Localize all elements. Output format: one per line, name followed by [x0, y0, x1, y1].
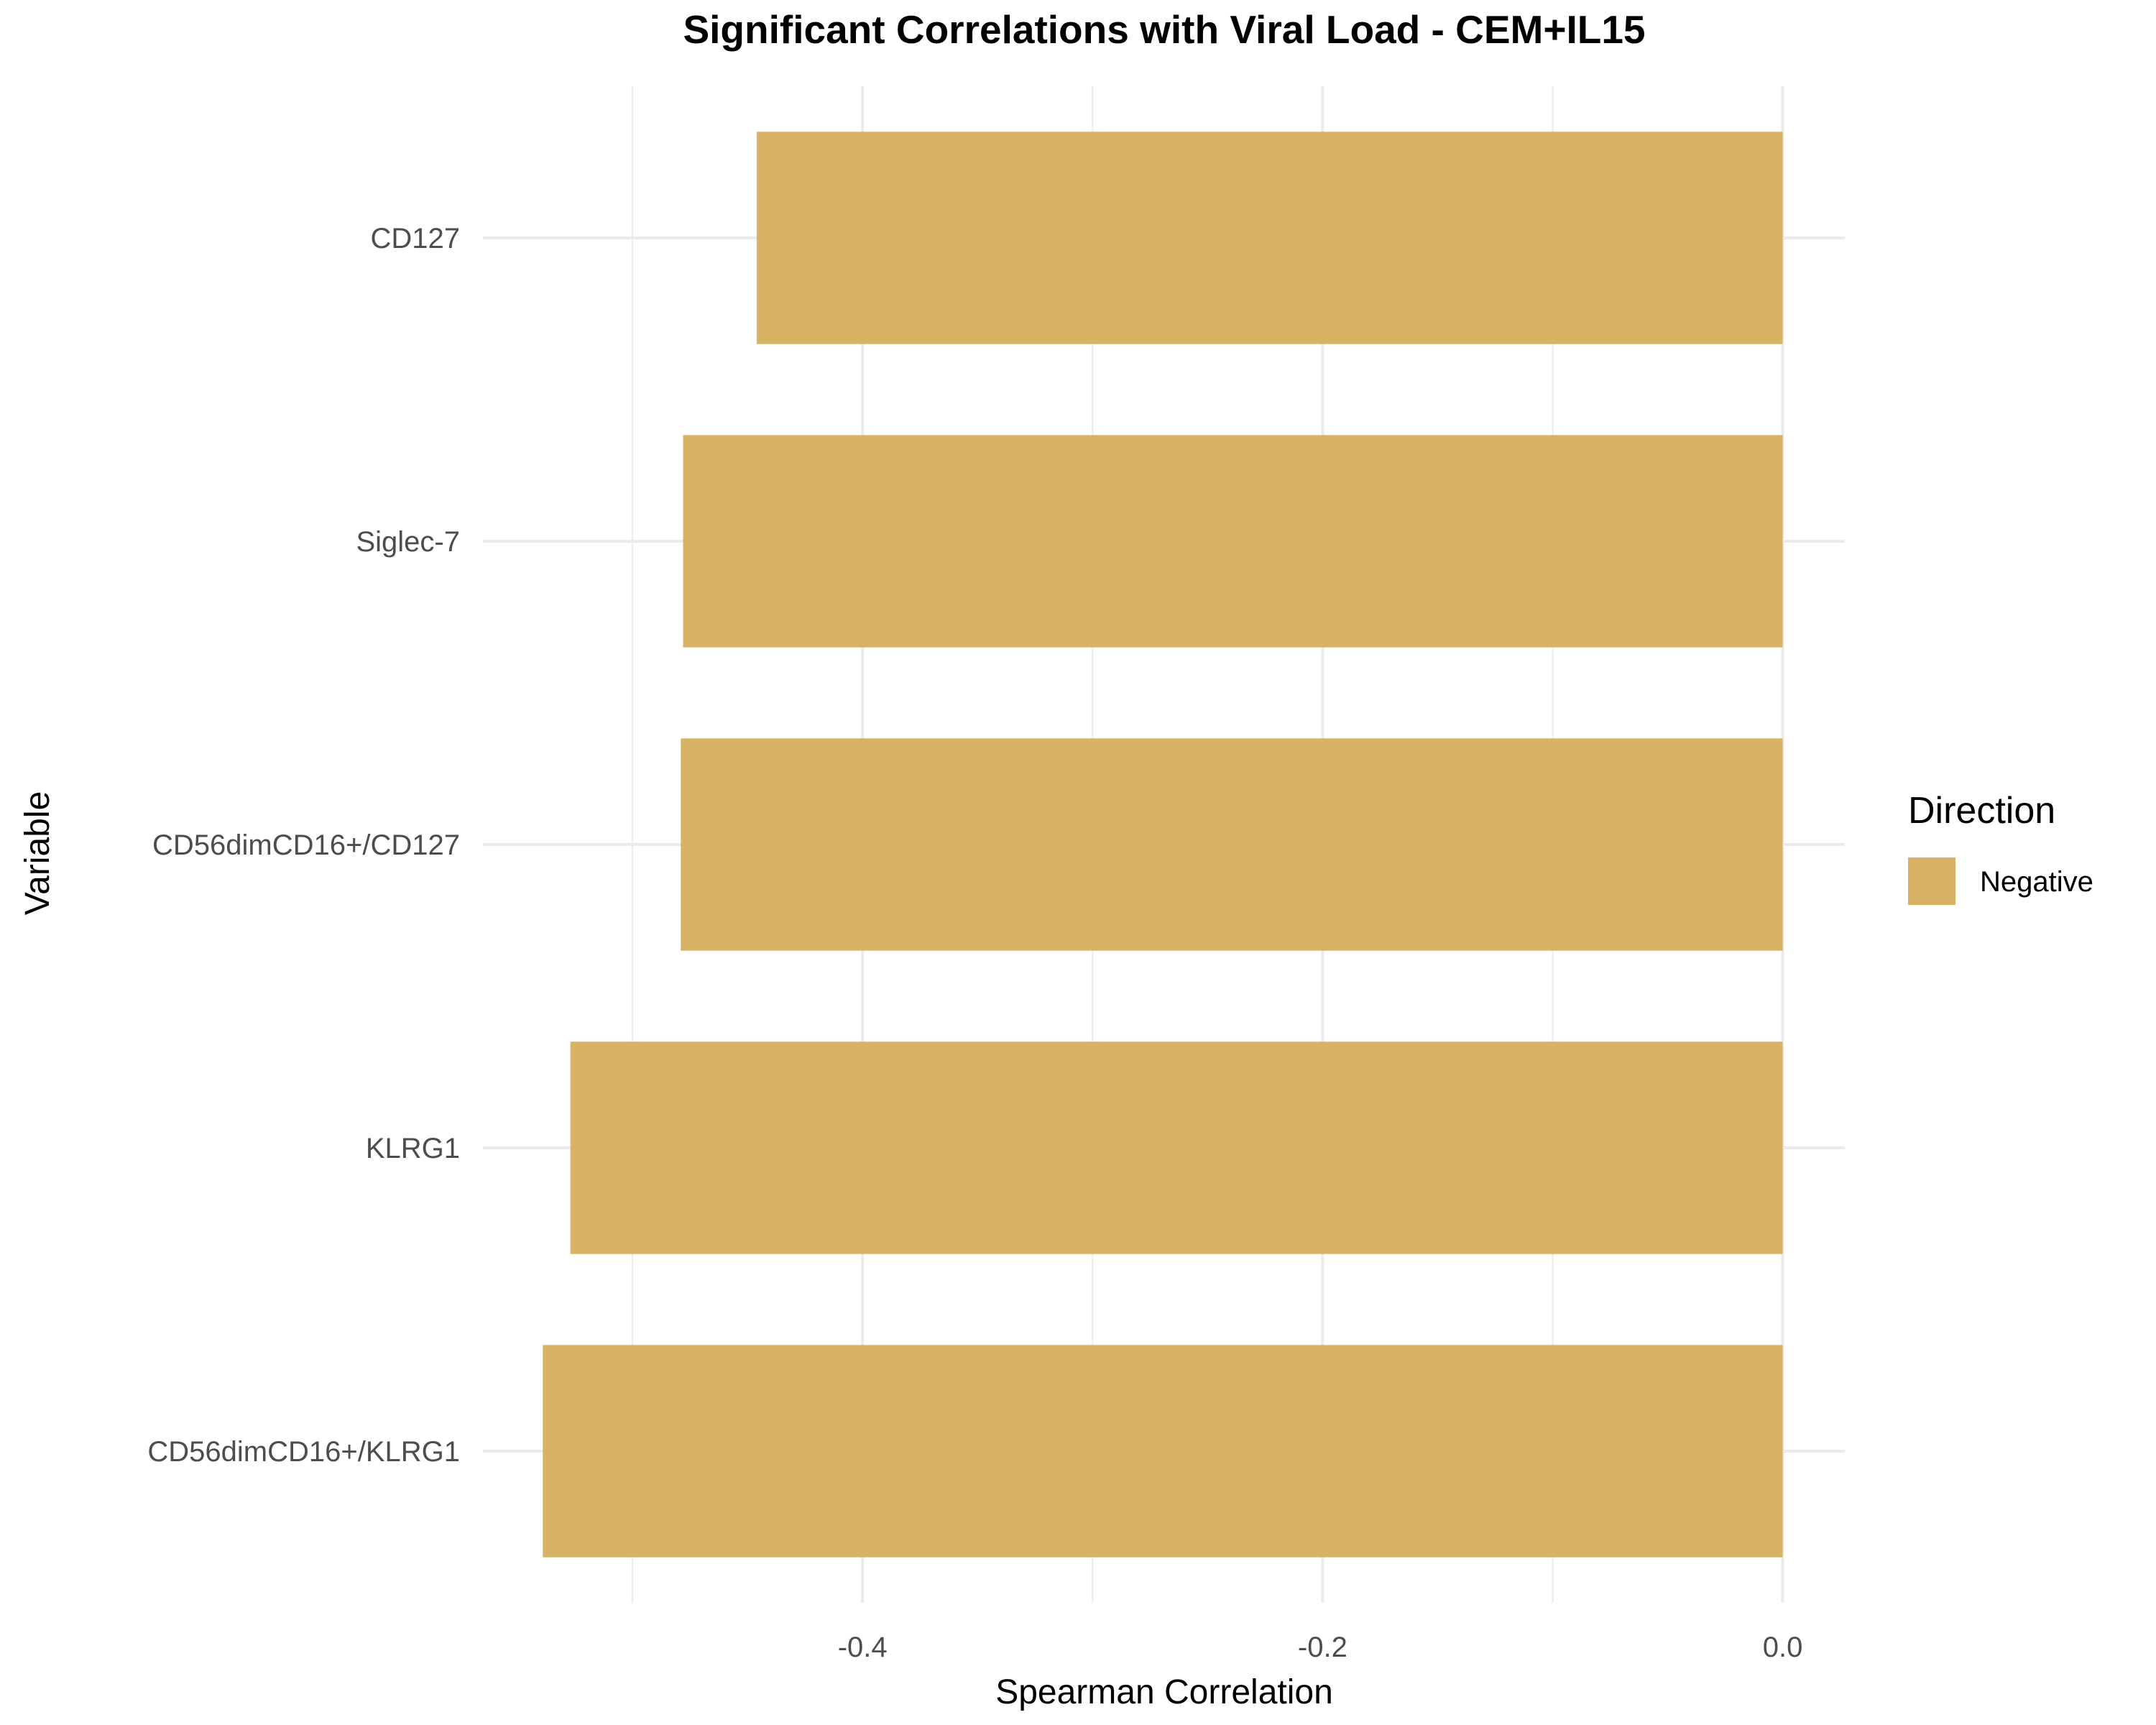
bar — [681, 738, 1783, 951]
y-axis-title: Variable — [19, 791, 57, 916]
bar — [756, 132, 1783, 344]
y-tick-label: Siglec-7 — [356, 526, 460, 558]
legend: Direction Negative — [1908, 790, 2093, 905]
y-tick-label: CD56dimCD16+/CD127 — [152, 829, 460, 861]
x-tick-label: 0.0 — [1763, 1632, 1803, 1663]
y-tick-label: KLRG1 — [366, 1133, 460, 1164]
bar — [570, 1041, 1783, 1254]
bar — [683, 435, 1783, 648]
y-tick-label: CD127 — [370, 223, 460, 254]
y-tick-label: CD56dimCD16+/KLRG1 — [147, 1436, 460, 1468]
bar — [543, 1345, 1783, 1558]
x-tick-label: -0.4 — [838, 1632, 888, 1663]
x-axis-title: Spearman Correlation — [995, 1673, 1333, 1711]
legend-title: Direction — [1908, 790, 2055, 832]
y-axis-tick-labels: CD127 Siglec-7 CD56dimCD16+/CD127 KLRG1 CD56… — [147, 223, 460, 1468]
x-axis-tick-labels: -0.4 -0.2 0.0 — [838, 1632, 1803, 1663]
legend-label-negative: Negative — [1980, 866, 2093, 898]
chart-title: Significant Correlations with Viral Load… — [683, 7, 1645, 52]
bars — [543, 132, 1783, 1558]
x-tick-label: -0.2 — [1298, 1632, 1348, 1663]
legend-key-negative — [1908, 857, 1955, 905]
